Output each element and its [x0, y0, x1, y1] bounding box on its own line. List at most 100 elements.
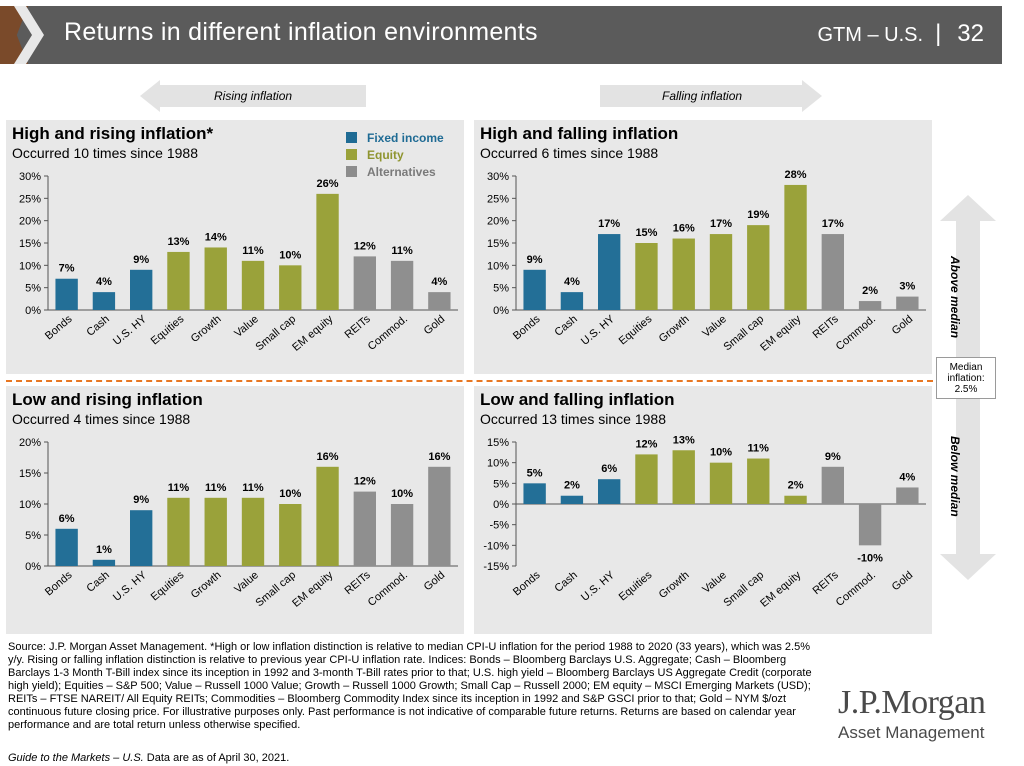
data-label: 17%	[710, 218, 732, 230]
bar-small-cap	[747, 225, 770, 310]
above-median-label: Above median	[948, 256, 962, 339]
bar-em-equity	[316, 466, 339, 566]
falling-inflation-arrow: Falling inflation	[600, 80, 822, 112]
bar-u-s-hy	[598, 234, 621, 310]
guide-title: Guide to the Markets – U.S.	[8, 752, 144, 764]
legend-item-alternatives: Alternatives	[346, 163, 444, 180]
bar-bonds	[55, 278, 78, 310]
legend-swatch	[346, 149, 357, 160]
x-tick-label: Growth	[189, 313, 224, 345]
x-tick-label: Commod.	[366, 569, 410, 609]
x-tick-label: Equities	[149, 313, 187, 348]
data-label: 12%	[354, 476, 376, 488]
data-label: 10%	[391, 488, 413, 500]
x-tick-label: Equities	[617, 313, 655, 348]
data-label: 6%	[59, 513, 75, 525]
x-tick-label: Equities	[149, 569, 187, 604]
y-tick-label: 25%	[487, 193, 509, 205]
bar-reits	[821, 234, 844, 310]
chart-high-falling: 0% 5% 10% 15% 20% 25% 30% 9% Bonds 4% Cash 17% U.S. …	[487, 169, 926, 354]
y-tick-label: 5%	[25, 530, 41, 542]
x-tick-label: EM equity	[758, 569, 804, 610]
panel-subtitle: Occurred 6 times since 1988	[480, 145, 659, 161]
jpmorgan-logo: J.P.Morgan Asset Management	[838, 686, 1008, 743]
bar-cash	[560, 495, 584, 504]
bar-bonds	[55, 528, 78, 566]
data-label: 17%	[598, 218, 620, 230]
bar-commod-	[390, 504, 414, 566]
data-label: -10%	[857, 552, 883, 564]
panel-title: High and falling inflation	[480, 124, 679, 143]
bar-em-equity	[784, 184, 807, 310]
y-tick-label: -10%	[483, 540, 509, 552]
header-page-info: GTM – U.S. | 32	[817, 20, 984, 48]
x-tick-label: Value	[700, 313, 729, 340]
bar-commod-	[858, 301, 882, 310]
bar-em-equity	[784, 495, 807, 504]
data-label: 4%	[96, 276, 112, 288]
below-median-label: Below median	[948, 436, 962, 517]
bar-reits	[821, 466, 844, 504]
y-tick-label: 10%	[19, 499, 41, 511]
left-arrow-icon	[140, 80, 160, 112]
legend: Fixed income Equity Alternatives	[346, 129, 444, 180]
panel-title: High and rising inflation*	[12, 124, 214, 143]
data-label: 26%	[317, 178, 339, 190]
data-label: 7%	[59, 263, 75, 275]
bar-value	[241, 497, 265, 566]
data-label: 9%	[133, 254, 149, 266]
y-tick-label: 15%	[19, 238, 41, 250]
x-tick-label: U.S. HY	[579, 569, 618, 604]
y-tick-label: 30%	[487, 171, 509, 183]
x-tick-label: Cash	[84, 569, 111, 595]
data-label: 14%	[205, 231, 227, 243]
x-tick-label: REITs	[811, 313, 842, 341]
data-label: 10%	[710, 447, 732, 459]
bar-gold	[896, 296, 919, 310]
y-tick-label: 0%	[493, 499, 509, 511]
legend-swatch	[346, 132, 357, 143]
x-tick-label: Bonds	[43, 313, 75, 343]
x-tick-label: Cash	[552, 313, 579, 339]
data-label: 5%	[527, 467, 543, 479]
data-label: 16%	[428, 451, 450, 463]
rising-inflation-label: Rising inflation	[214, 89, 293, 103]
x-tick-label: REITs	[343, 569, 374, 597]
panel-title: Low and falling inflation	[480, 390, 675, 409]
bar-bonds	[523, 269, 546, 310]
rising-inflation-arrow: Rising inflation	[140, 80, 366, 112]
x-tick-label: REITs	[811, 569, 842, 597]
bar-small-cap	[279, 504, 302, 566]
data-label: 16%	[673, 223, 695, 235]
x-tick-label: Gold	[422, 569, 448, 593]
data-label: 4%	[899, 471, 915, 483]
x-tick-label: Growth	[189, 569, 224, 601]
chart-low-falling: -15% -10% -5% 0% 5% 10% 15% 5% Bonds 2% Cash 6% U.S.…	[483, 434, 926, 610]
median-divider	[6, 380, 933, 382]
data-label: 4%	[431, 276, 447, 288]
bar-growth	[204, 497, 227, 566]
bar-value	[709, 462, 733, 504]
bar-equities	[635, 454, 658, 504]
median-inflation-box: Median inflation: 2.5%	[936, 357, 996, 399]
data-label: 11%	[168, 482, 190, 494]
data-label: 15%	[635, 227, 657, 239]
y-tick-label: 20%	[487, 216, 509, 228]
page-title: Returns in different inflation environme…	[64, 18, 538, 46]
guide-note: Guide to the Markets – U.S. Data are as …	[8, 752, 289, 764]
data-label: 13%	[673, 434, 695, 446]
legend-label: Equity	[367, 147, 404, 162]
y-tick-label: 10%	[487, 458, 509, 470]
bar-reits	[353, 256, 376, 310]
panel-subtitle: Occurred 13 times since 1988	[480, 411, 666, 427]
data-label: 2%	[564, 480, 580, 492]
data-label: 9%	[527, 254, 543, 266]
x-tick-label: U.S. HY	[111, 313, 150, 348]
y-tick-label: 20%	[19, 216, 41, 228]
x-tick-label: Bonds	[43, 569, 75, 599]
legend-label: Fixed income	[367, 130, 444, 145]
bar-bonds	[523, 483, 546, 504]
page-number: 32	[957, 20, 984, 47]
bar-commod-	[858, 504, 882, 546]
data-label: 11%	[205, 482, 227, 494]
